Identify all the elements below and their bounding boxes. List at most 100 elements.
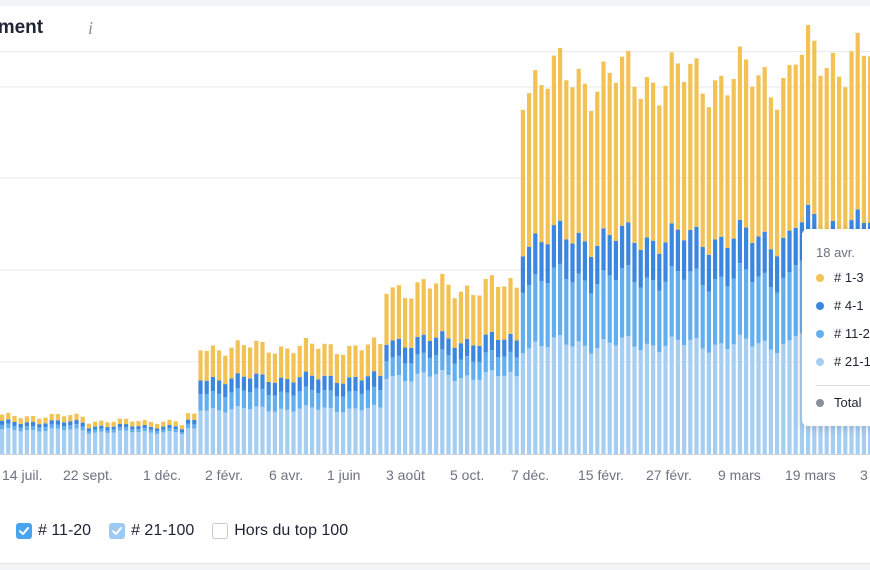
bar-1-3 <box>136 421 141 427</box>
bar-4-10 <box>303 371 308 387</box>
bar-11-20 <box>446 355 451 375</box>
bar-4-10 <box>682 240 687 280</box>
bar-1-3 <box>24 416 29 423</box>
bar-4-10 <box>12 422 17 426</box>
bar-4-10 <box>111 426 116 430</box>
bar-21-100 <box>558 335 563 454</box>
bar-1-3 <box>613 82 618 241</box>
bar-4-10 <box>310 375 315 390</box>
bar-21-100 <box>105 432 110 454</box>
bar-11-20 <box>626 265 631 337</box>
bar-21-100 <box>241 408 246 454</box>
bar-1-3 <box>452 298 457 348</box>
bar-11-20 <box>173 429 178 433</box>
x-tick-label: 22 sept. <box>63 467 113 483</box>
bar-21-100 <box>266 411 271 454</box>
bar-1-3 <box>570 87 575 244</box>
bar-1-3 <box>868 56 870 223</box>
bar-11-20 <box>589 293 594 354</box>
bar-1-3 <box>551 55 556 226</box>
bar-21-100 <box>638 350 643 454</box>
bar-1-3 <box>229 347 234 379</box>
bar-11-20 <box>142 428 147 432</box>
bar-11-20 <box>415 354 420 374</box>
bar-21-100 <box>781 344 786 454</box>
bar-4-10 <box>781 237 786 278</box>
bar-4-10 <box>595 245 600 285</box>
bar-11-20 <box>359 393 364 411</box>
bar-1-3 <box>793 64 798 228</box>
bar-21-100 <box>372 405 377 454</box>
bar-11-20 <box>74 424 79 429</box>
bar-1-3 <box>365 344 370 377</box>
bar-21-100 <box>328 407 333 454</box>
bar-1-3 <box>173 421 178 427</box>
bar-11-20 <box>719 277 724 344</box>
bar-21-100 <box>471 379 476 454</box>
bar-1-3 <box>0 414 5 421</box>
bar-11-20 <box>489 350 494 371</box>
checkbox-hors-top-100[interactable] <box>212 523 229 539</box>
bar-11-20 <box>663 281 668 347</box>
bar-1-3 <box>217 350 222 381</box>
bar-1-3 <box>223 355 228 385</box>
tooltip-label: # 4-1 <box>834 298 864 313</box>
bar-11-20 <box>31 426 36 430</box>
bar-4-10 <box>93 426 98 430</box>
bar-21-100 <box>799 333 804 454</box>
bar-1-3 <box>303 338 308 372</box>
bar-21-100 <box>285 409 290 454</box>
bar-11-20 <box>24 426 29 431</box>
bar-21-100 <box>421 372 426 454</box>
x-tick-label: 3 <box>860 467 868 483</box>
legend-item-21-100[interactable]: # 21-100 <box>109 522 194 540</box>
info-icon[interactable]: i <box>88 18 94 38</box>
checkbox-21-100[interactable] <box>109 523 126 539</box>
bar-1-3 <box>669 52 674 224</box>
bar-4-10 <box>148 426 153 430</box>
legend-item-11-20[interactable]: # 11-20 <box>16 522 91 540</box>
tooltip-row-total: Total <box>816 395 861 410</box>
bar-1-3 <box>744 59 749 228</box>
tooltip-label: # 1-3 <box>834 270 864 285</box>
bar-1-3 <box>99 420 104 426</box>
bar-11-20 <box>198 394 203 411</box>
bar-4-10 <box>799 222 804 261</box>
bar-1-3 <box>80 416 85 423</box>
bar-21-100 <box>576 341 581 454</box>
bar-21-100 <box>148 432 153 454</box>
bar-1-3 <box>55 414 60 421</box>
bar-11-20 <box>427 357 432 377</box>
bar-4-10 <box>0 420 5 425</box>
bar-11-20 <box>409 363 414 382</box>
bar-1-3 <box>489 275 494 332</box>
bar-1-3 <box>508 278 513 334</box>
bar-21-100 <box>161 432 166 454</box>
bar-11-20 <box>688 271 693 340</box>
bar-21-100 <box>396 375 401 454</box>
bar-21-100 <box>545 347 550 454</box>
bar-11-20 <box>471 361 476 380</box>
bar-4-10 <box>520 256 525 293</box>
bar-21-100 <box>520 353 525 454</box>
bar-1-3 <box>241 345 246 377</box>
bar-21-100 <box>731 344 736 454</box>
bar-4-10 <box>775 256 780 293</box>
bar-4-10 <box>124 424 129 428</box>
bar-21-100 <box>632 346 637 454</box>
checkbox-11-20[interactable] <box>16 523 32 539</box>
bar-4-10 <box>266 382 271 396</box>
bar-4-10 <box>62 422 67 427</box>
bar-11-20 <box>111 429 116 433</box>
bar-21-100 <box>297 408 302 454</box>
bar-1-3 <box>533 70 538 234</box>
bar-21-100 <box>440 369 445 454</box>
bar-11-20 <box>322 390 327 408</box>
legend-item-hors-top-100[interactable]: Hors du top 100 <box>212 522 348 540</box>
bar-21-100 <box>477 379 482 454</box>
bar-1-3 <box>663 85 668 243</box>
bar-11-20 <box>706 291 711 353</box>
bar-11-20 <box>365 390 370 408</box>
bar-1-3 <box>372 337 377 372</box>
bar-4-10 <box>471 345 476 362</box>
